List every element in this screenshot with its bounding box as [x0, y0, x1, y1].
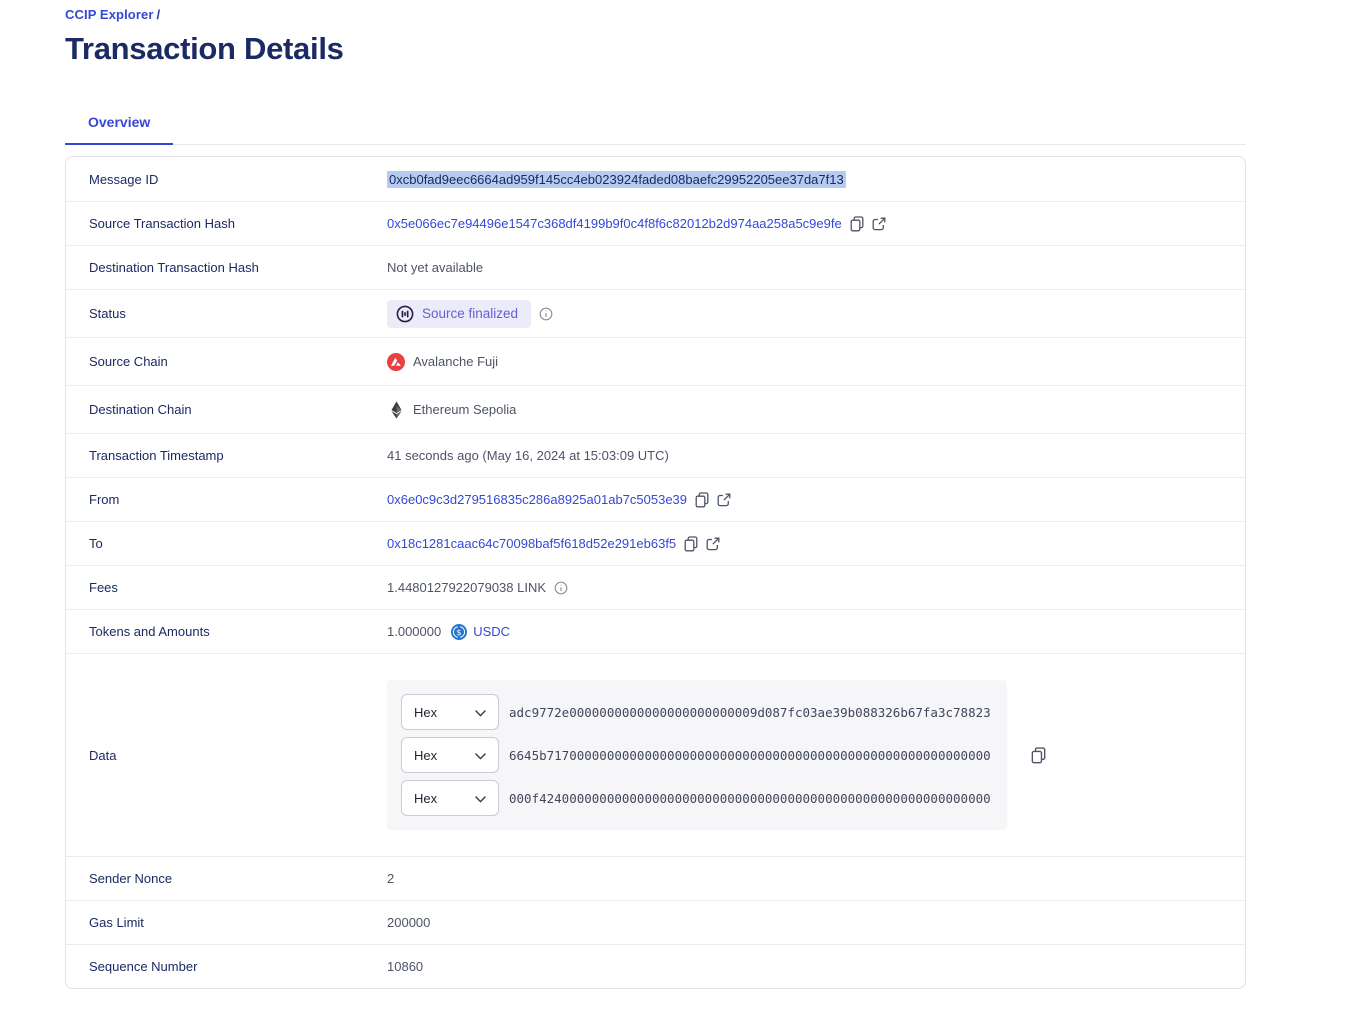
token-symbol: USDC — [473, 624, 511, 639]
table-row-tokens: Tokens and Amounts 1.000000 $ USDC — [66, 609, 1245, 653]
hex-format-select[interactable]: Hex — [401, 780, 499, 816]
hex-format-select[interactable]: Hex — [401, 737, 499, 773]
source-finalized-icon — [396, 305, 414, 322]
breadcrumb: CCIP Explorer / — [65, 7, 1246, 22]
table-row-dest-tx-hash: Destination Transaction Hash Not yet ava… — [66, 245, 1245, 289]
table-row-gas-limit: Gas Limit 200000 — [66, 900, 1245, 944]
breadcrumb-link-ccip-explorer[interactable]: CCIP Explorer — [65, 7, 154, 22]
row-label: Destination Transaction Hash — [89, 260, 259, 275]
row-label: Status — [89, 306, 126, 321]
row-label: Source Chain — [89, 354, 168, 369]
data-hex-value: 6645b71700000000000000000000000000000000… — [509, 747, 991, 763]
tab-overview[interactable]: Overview — [65, 104, 174, 145]
hex-format-label: Hex — [414, 790, 438, 806]
row-label: From — [89, 492, 120, 507]
token-usdc-link[interactable]: $ USDC — [451, 623, 511, 640]
from-address-link[interactable]: 0x6e0c9c3d279516835c286a8925a01ab7c5053e… — [387, 492, 688, 507]
table-row-status: Status Source finalized — [66, 289, 1245, 337]
table-row-sequence-number: Sequence Number 10860 — [66, 944, 1245, 988]
data-hex-value: 000f424000000000000000000000000000000000… — [509, 790, 991, 806]
table-row-source-tx-hash: Source Transaction Hash 0x5e066ec7e94496… — [66, 201, 1245, 245]
table-row-dest-chain: Destination Chain Ethereum Sepolia — [66, 385, 1245, 433]
dest-chain-value: Ethereum Sepolia — [413, 402, 517, 417]
avalanche-icon — [387, 352, 405, 371]
table-row-fees: Fees 1.4480127922079038 LINK — [66, 565, 1245, 609]
status-badge: Source finalized — [387, 299, 532, 328]
details-card: Message ID 0xcb0fad9eec6664ad959f145cc4e… — [65, 156, 1246, 989]
sender-nonce-value: 2 — [387, 871, 395, 886]
transaction-details-page: CCIP Explorer / Transaction Details Overv… — [65, 0, 1246, 989]
table-row-message-id: Message ID 0xcb0fad9eec6664ad959f145cc4e… — [66, 157, 1245, 201]
row-label: Message ID — [89, 171, 159, 187]
dest-tx-hash-value: Not yet available — [387, 260, 484, 275]
row-label: Sender Nonce — [89, 871, 173, 886]
row-label: Sequence Number — [89, 959, 198, 974]
tab-bar: Overview — [65, 104, 1246, 145]
chevron-down-icon — [475, 791, 486, 806]
external-link-icon[interactable] — [706, 537, 720, 551]
table-row-data: Data Hex adc9772e00000000000000000000000… — [66, 653, 1245, 856]
chevron-down-icon — [475, 748, 486, 763]
hex-format-label: Hex — [414, 747, 438, 763]
data-line: Hex 000f42400000000000000000000000000000… — [401, 780, 993, 816]
data-line: Hex adc9772e0000000000000000000000009d08… — [401, 694, 993, 730]
row-label: Tokens and Amounts — [89, 624, 210, 639]
fees-value: 1.4480127922079038 LINK — [387, 580, 547, 595]
table-row-timestamp: Transaction Timestamp 41 seconds ago (Ma… — [66, 433, 1245, 477]
row-label: Fees — [89, 580, 118, 595]
table-row-to: To 0x18c1281caac64c70098baf5f618d52e291e… — [66, 521, 1245, 565]
hex-format-select[interactable]: Hex — [401, 694, 499, 730]
svg-text:$: $ — [457, 627, 462, 637]
table-row-sender-nonce: Sender Nonce 2 — [66, 856, 1245, 900]
breadcrumb-separator: / — [156, 7, 161, 22]
row-label: Data — [89, 747, 117, 763]
row-label: Gas Limit — [89, 915, 144, 930]
copy-icon[interactable] — [684, 535, 698, 552]
row-label: Destination Chain — [89, 402, 192, 417]
status-badge-label: Source finalized — [422, 306, 519, 321]
gas-limit-value: 200000 — [387, 915, 431, 930]
row-label: Source Transaction Hash — [89, 216, 235, 231]
message-id-value: 0xcb0fad9eec6664ad959f145cc4eb023924fade… — [387, 170, 846, 188]
row-label: To — [89, 536, 103, 551]
token-amount: 1.000000 — [387, 624, 442, 639]
copy-icon[interactable] — [695, 491, 709, 508]
sequence-number-value: 10860 — [387, 959, 424, 974]
source-tx-hash-link[interactable]: 0x5e066ec7e94496e1547c368df4199b9f0c4f8f… — [387, 216, 842, 231]
row-label: Transaction Timestamp — [89, 448, 224, 463]
to-address-link[interactable]: 0x18c1281caac64c70098baf5f618d52e291eb63… — [387, 536, 677, 551]
source-chain-value: Avalanche Fuji — [413, 354, 499, 369]
ethereum-icon — [387, 400, 405, 419]
info-icon[interactable] — [554, 581, 568, 595]
usdc-icon: $ — [451, 623, 468, 640]
data-hex-value: adc9772e0000000000000000000000009d087fc0… — [509, 704, 991, 720]
data-line: Hex 6645b7170000000000000000000000000000… — [401, 737, 993, 773]
data-hex-box: Hex adc9772e0000000000000000000000009d08… — [387, 680, 1007, 830]
copy-icon[interactable] — [1031, 746, 1046, 764]
table-row-from: From 0x6e0c9c3d279516835c286a8925a01ab7c… — [66, 477, 1245, 521]
external-link-icon[interactable] — [717, 493, 731, 507]
chevron-down-icon — [475, 705, 486, 720]
page-title: Transaction Details — [65, 31, 344, 66]
timestamp-value: 41 seconds ago (May 16, 2024 at 15:03:09… — [387, 448, 669, 463]
external-link-icon[interactable] — [872, 217, 886, 231]
copy-icon[interactable] — [850, 215, 864, 232]
info-icon[interactable] — [539, 307, 553, 321]
hex-format-label: Hex — [414, 704, 438, 720]
table-row-source-chain: Source Chain Avalanche Fuji — [66, 337, 1245, 385]
